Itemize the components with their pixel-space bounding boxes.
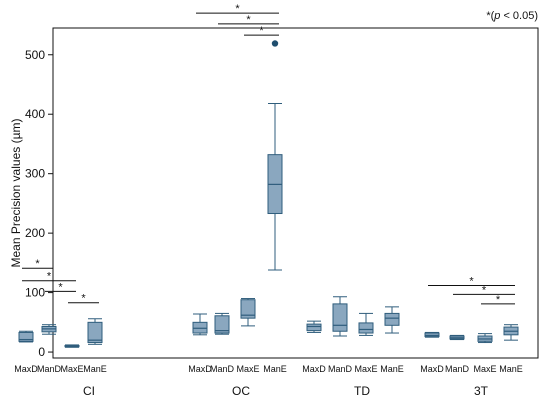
significance-star: *: [482, 284, 487, 296]
method-tick-label: ManD: [210, 364, 235, 374]
significance-star: *: [246, 14, 251, 26]
y-tick-label: 300: [25, 167, 45, 181]
y-tick-label: 100: [25, 286, 45, 300]
significance-star: *: [58, 281, 63, 293]
plot-area-frame: [52, 27, 539, 359]
significance-star: *: [259, 25, 264, 37]
method-tick-label: MaxE: [473, 364, 496, 374]
method-tick-label: MaxD: [188, 364, 212, 374]
box-ci-maxd: [18, 330, 34, 343]
significance-star: *: [81, 293, 86, 305]
method-tick-label: ManE: [263, 364, 287, 374]
method-tick-label: ManD: [328, 364, 353, 374]
box-iqr: [18, 331, 34, 342]
box-iqr: [358, 322, 374, 334]
significance-note: *(p < 0.05): [486, 10, 538, 22]
group-label: 3T: [474, 384, 489, 398]
y-axis-label: Mean Precision values (µm): [9, 119, 23, 268]
significance-star: *: [235, 3, 240, 15]
box-td-maxd: [306, 320, 322, 333]
y-tick-label: 500: [25, 48, 45, 62]
box-oc-maxd: [192, 313, 208, 336]
outlier-point: [271, 40, 279, 47]
y-tick-label: 400: [25, 107, 45, 121]
box-td-mand: [332, 296, 348, 337]
box-td-mane: [384, 306, 400, 334]
box-ci-mane: [87, 318, 103, 345]
box-oc-maxe: [240, 298, 256, 327]
box-iqr: [214, 315, 230, 334]
significance-star: *: [469, 275, 474, 287]
significance-star: *: [47, 271, 52, 283]
box-3t-mane: [503, 324, 519, 341]
method-tick-label: MaxE: [60, 364, 83, 374]
method-tick-label: MaxE: [354, 364, 377, 374]
box-iqr: [240, 299, 256, 319]
box-oc-mane: [267, 40, 283, 271]
box-3t-maxd: [424, 331, 440, 338]
method-tick-label: MaxD: [14, 364, 38, 374]
box-3t-mand: [449, 334, 465, 341]
y-tick-label: 0: [38, 345, 45, 359]
method-tick-label: ManE: [499, 364, 523, 374]
box-iqr: [87, 321, 103, 344]
method-tick-label: MaxD: [420, 364, 444, 374]
method-tick-label: MaxD: [302, 364, 326, 374]
group-label: OC: [232, 384, 250, 398]
box-ci-maxe: [64, 344, 80, 348]
box-3t-maxe: [477, 333, 493, 344]
significance-star: *: [496, 294, 501, 306]
box-iqr: [384, 312, 400, 326]
method-tick-label: ManD: [445, 364, 470, 374]
method-tick-label: MaxE: [236, 364, 259, 374]
box-ci-mand: [41, 324, 57, 335]
group-label: TD: [354, 384, 370, 398]
group-label: CI: [83, 384, 95, 398]
box-td-maxe: [358, 312, 374, 336]
box-iqr: [332, 303, 348, 332]
method-tick-label: ManE: [83, 364, 107, 374]
box-iqr: [306, 323, 322, 332]
box-oc-mand: [214, 312, 230, 335]
method-tick-label: ManD: [37, 364, 62, 374]
method-tick-label: ManE: [380, 364, 404, 374]
significance-star: *: [35, 258, 40, 270]
y-tick-label: 200: [25, 226, 45, 240]
